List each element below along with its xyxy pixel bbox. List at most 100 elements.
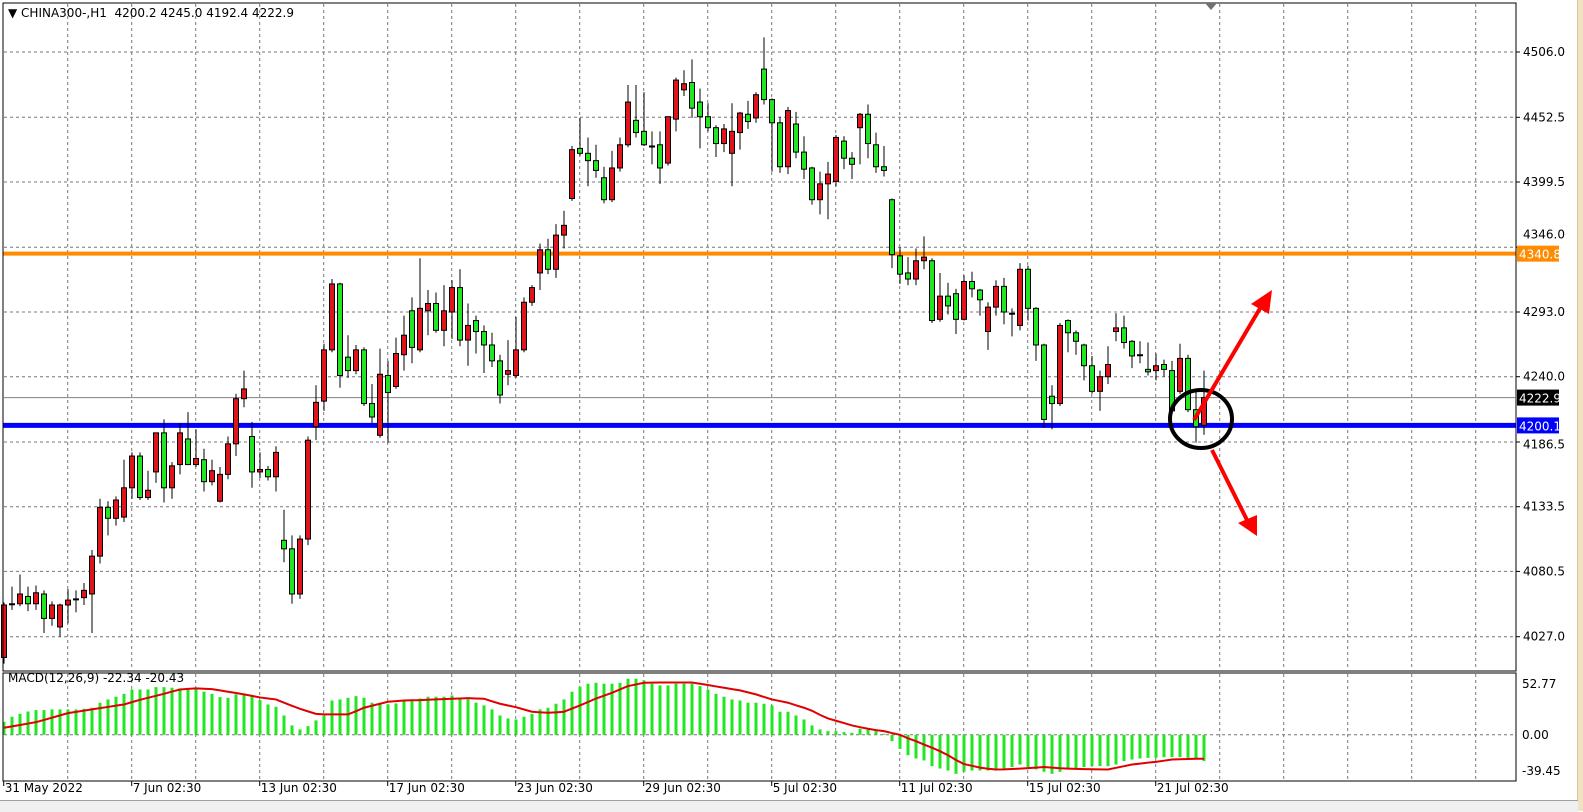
candle bbox=[841, 136, 847, 170]
macd-histogram-bar bbox=[1178, 734, 1182, 758]
candle-body-bull bbox=[393, 353, 399, 387]
candle-body-bear bbox=[361, 349, 367, 405]
candle-body-bull bbox=[73, 598, 79, 601]
macd-histogram-bar bbox=[618, 682, 622, 735]
macd-histogram-bar bbox=[210, 693, 214, 735]
candle-body-bear bbox=[1121, 327, 1127, 344]
candle bbox=[641, 92, 647, 146]
candle-body-bull bbox=[617, 144, 623, 169]
candle-body-bear bbox=[593, 160, 599, 171]
candle-body-bear bbox=[369, 403, 375, 418]
candle bbox=[945, 282, 951, 315]
candle bbox=[929, 258, 935, 323]
candle bbox=[777, 116, 783, 173]
time-tick-label: 15 Jul 02:30 bbox=[1029, 781, 1101, 795]
chart-header: ▼ CHINA300-,H1 4200.2 4245.0 4192.4 4222… bbox=[8, 6, 294, 20]
macd-histogram-bar bbox=[554, 703, 558, 735]
macd-histogram-bar bbox=[1154, 734, 1158, 758]
time-tick-label: 13 Jun 02:30 bbox=[261, 781, 337, 795]
candle-body-bull bbox=[193, 457, 199, 466]
candle bbox=[1097, 370, 1103, 411]
ohlc-close: 4222.9 bbox=[252, 6, 295, 20]
candle bbox=[185, 412, 191, 466]
candle-body-bear bbox=[689, 82, 695, 109]
macd-histogram-bar bbox=[74, 709, 78, 735]
candle bbox=[281, 509, 287, 563]
macd-histogram-bar bbox=[978, 734, 982, 771]
candle bbox=[433, 292, 439, 333]
candle bbox=[465, 303, 471, 366]
macd-histogram-bar bbox=[50, 709, 54, 735]
candle bbox=[769, 98, 775, 172]
macd-histogram-bar bbox=[42, 710, 46, 735]
candle-body-bear bbox=[41, 593, 47, 619]
chart-shift-marker-icon[interactable] bbox=[1205, 3, 1217, 10]
candle bbox=[1041, 343, 1047, 428]
candle bbox=[689, 59, 695, 118]
macd-histogram-bar bbox=[314, 720, 318, 735]
macd-histogram-bar bbox=[234, 694, 238, 735]
candle bbox=[393, 337, 399, 389]
macd-histogram-bar bbox=[1090, 734, 1094, 767]
macd-histogram-bar bbox=[1170, 734, 1174, 758]
candle-body-bull bbox=[417, 307, 423, 351]
candle-body-bear bbox=[1065, 320, 1071, 334]
triangle-down-icon[interactable]: ▼ bbox=[8, 6, 22, 20]
macd-histogram-bar bbox=[914, 734, 918, 759]
candle-body-bear bbox=[865, 113, 871, 145]
macd-histogram-bar bbox=[1034, 734, 1038, 770]
candle-body-bull bbox=[81, 589, 87, 599]
window-border bbox=[1577, 0, 1583, 811]
candle-body-bull bbox=[129, 455, 135, 489]
arrow-up-head-icon bbox=[1251, 290, 1272, 314]
candle-body-bear bbox=[249, 436, 255, 473]
candle bbox=[1185, 354, 1191, 413]
candle bbox=[145, 470, 151, 500]
macd-histogram-bar bbox=[98, 702, 102, 735]
candle bbox=[225, 436, 231, 480]
candle-body-bear bbox=[385, 374, 391, 394]
macd-histogram-bar bbox=[698, 686, 702, 735]
candle bbox=[793, 111, 799, 159]
candle bbox=[585, 137, 591, 187]
candle bbox=[873, 132, 879, 173]
candle-body-bear bbox=[905, 272, 911, 280]
axes: 4506.0 4452.5 4399.5 4346.0 4293.0 4240.0 4186… bbox=[3, 45, 1565, 795]
candle-body-bull bbox=[353, 349, 359, 372]
candle bbox=[593, 144, 599, 178]
candle bbox=[401, 315, 407, 371]
resistance-badge bbox=[1517, 245, 1559, 262]
candle-body-bear bbox=[873, 144, 879, 168]
support-label: 4200.1 bbox=[1519, 419, 1561, 433]
macd-histogram-bar bbox=[930, 734, 934, 767]
candle bbox=[1057, 322, 1063, 407]
macd-histogram-bar bbox=[1042, 734, 1046, 772]
candle bbox=[785, 106, 791, 175]
macd-histogram-bar bbox=[954, 734, 958, 774]
macd-histogram-bar bbox=[850, 732, 854, 735]
macd-histogram-bar bbox=[906, 734, 910, 756]
candle-body-bear bbox=[161, 432, 167, 489]
candle bbox=[1129, 340, 1135, 369]
time-tick-label: 5 Jul 02:30 bbox=[773, 781, 837, 795]
candle-body-bear bbox=[953, 293, 959, 320]
price-tick-label: 4186.5 bbox=[1523, 437, 1565, 451]
candle-body-bull bbox=[1, 604, 7, 658]
macd-histogram-bar bbox=[250, 696, 254, 735]
candle-body-bull bbox=[625, 101, 631, 146]
macd-histogram-bar bbox=[962, 734, 966, 772]
candle-body-bull bbox=[529, 287, 535, 303]
macd-histogram-bar bbox=[434, 696, 438, 735]
candle-body-bear bbox=[1129, 340, 1135, 357]
candle bbox=[169, 462, 175, 499]
candle bbox=[833, 135, 839, 187]
macd-histogram-bar bbox=[426, 696, 430, 735]
macd-histogram-bar bbox=[2, 721, 6, 735]
candle bbox=[193, 429, 199, 468]
candle bbox=[137, 452, 143, 500]
candle-body-bull bbox=[169, 465, 175, 489]
macd-histogram-bar bbox=[1130, 734, 1134, 760]
candle-body-bear bbox=[793, 123, 799, 153]
macd-histogram-bar bbox=[890, 734, 894, 742]
